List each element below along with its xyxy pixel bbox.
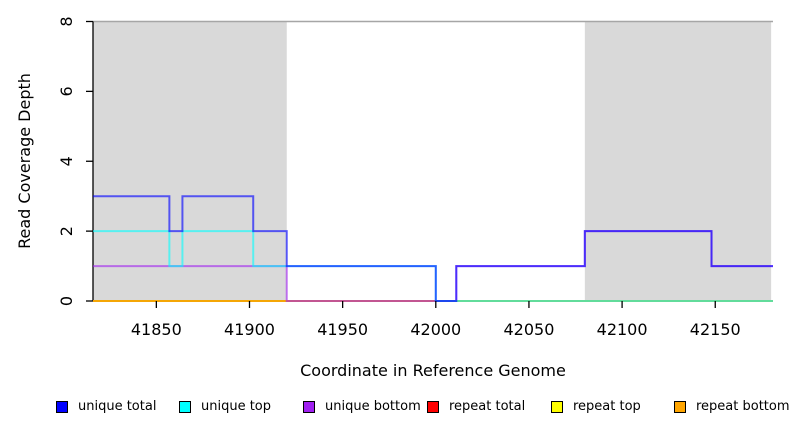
repeat-region-left xyxy=(93,21,287,301)
legend-swatch-unique-top xyxy=(179,400,191,413)
legend-swatch-unique-total xyxy=(56,400,68,413)
legend-swatch-unique-bottom xyxy=(303,400,315,413)
legend-swatch-repeat-total xyxy=(427,400,439,413)
legend-label-repeat-bottom: repeat bottom xyxy=(696,399,790,414)
x-tick-label: 41950 xyxy=(317,320,368,339)
chart-legend: unique total unique top unique bottom repea… xyxy=(0,399,792,419)
x-tick-label: 42100 xyxy=(597,320,648,339)
x-tick-label: 41850 xyxy=(131,320,182,339)
x-tick-label: 42150 xyxy=(690,320,741,339)
y-axis-title: Read Coverage Depth xyxy=(15,73,34,249)
legend-swatch-repeat-top xyxy=(551,400,563,413)
legend-item-unique-bottom: unique bottom xyxy=(303,399,421,414)
y-tick-label: 4 xyxy=(57,156,76,166)
y-tick-label: 8 xyxy=(57,16,76,26)
legend-item-repeat-bottom: repeat bottom xyxy=(674,399,790,414)
y-tick-label: 0 xyxy=(57,296,76,306)
legend-item-repeat-total: repeat total xyxy=(427,399,525,414)
legend-label-repeat-total: repeat total xyxy=(449,399,526,414)
series-line-unique-total xyxy=(93,195,773,302)
legend-label-repeat-top: repeat top xyxy=(573,399,641,414)
x-tick-label: 42050 xyxy=(503,320,554,339)
legend-label-unique-top: unique top xyxy=(201,399,272,414)
y-tick-label: 2 xyxy=(57,226,76,236)
x-tick-label: 42000 xyxy=(410,320,461,339)
chart-canvas: 41850 41900 41950 42000 42050 42100 42150 0 2 4 6 8… xyxy=(15,16,773,380)
legend-item-repeat-top: repeat top xyxy=(551,399,641,414)
legend-label-unique-bottom: unique bottom xyxy=(325,399,421,414)
legend-item-unique-top: unique top xyxy=(179,399,271,414)
legend-swatch-repeat-bottom xyxy=(674,400,686,413)
legend-item-unique-total: unique total xyxy=(56,399,156,414)
x-axis-title: Coordinate in Reference Genome xyxy=(300,361,566,380)
x-tick-label: 41900 xyxy=(224,320,275,339)
legend-label-unique-total: unique total xyxy=(78,399,157,414)
repeat-region-right xyxy=(584,21,772,301)
y-tick-label: 6 xyxy=(57,86,76,96)
